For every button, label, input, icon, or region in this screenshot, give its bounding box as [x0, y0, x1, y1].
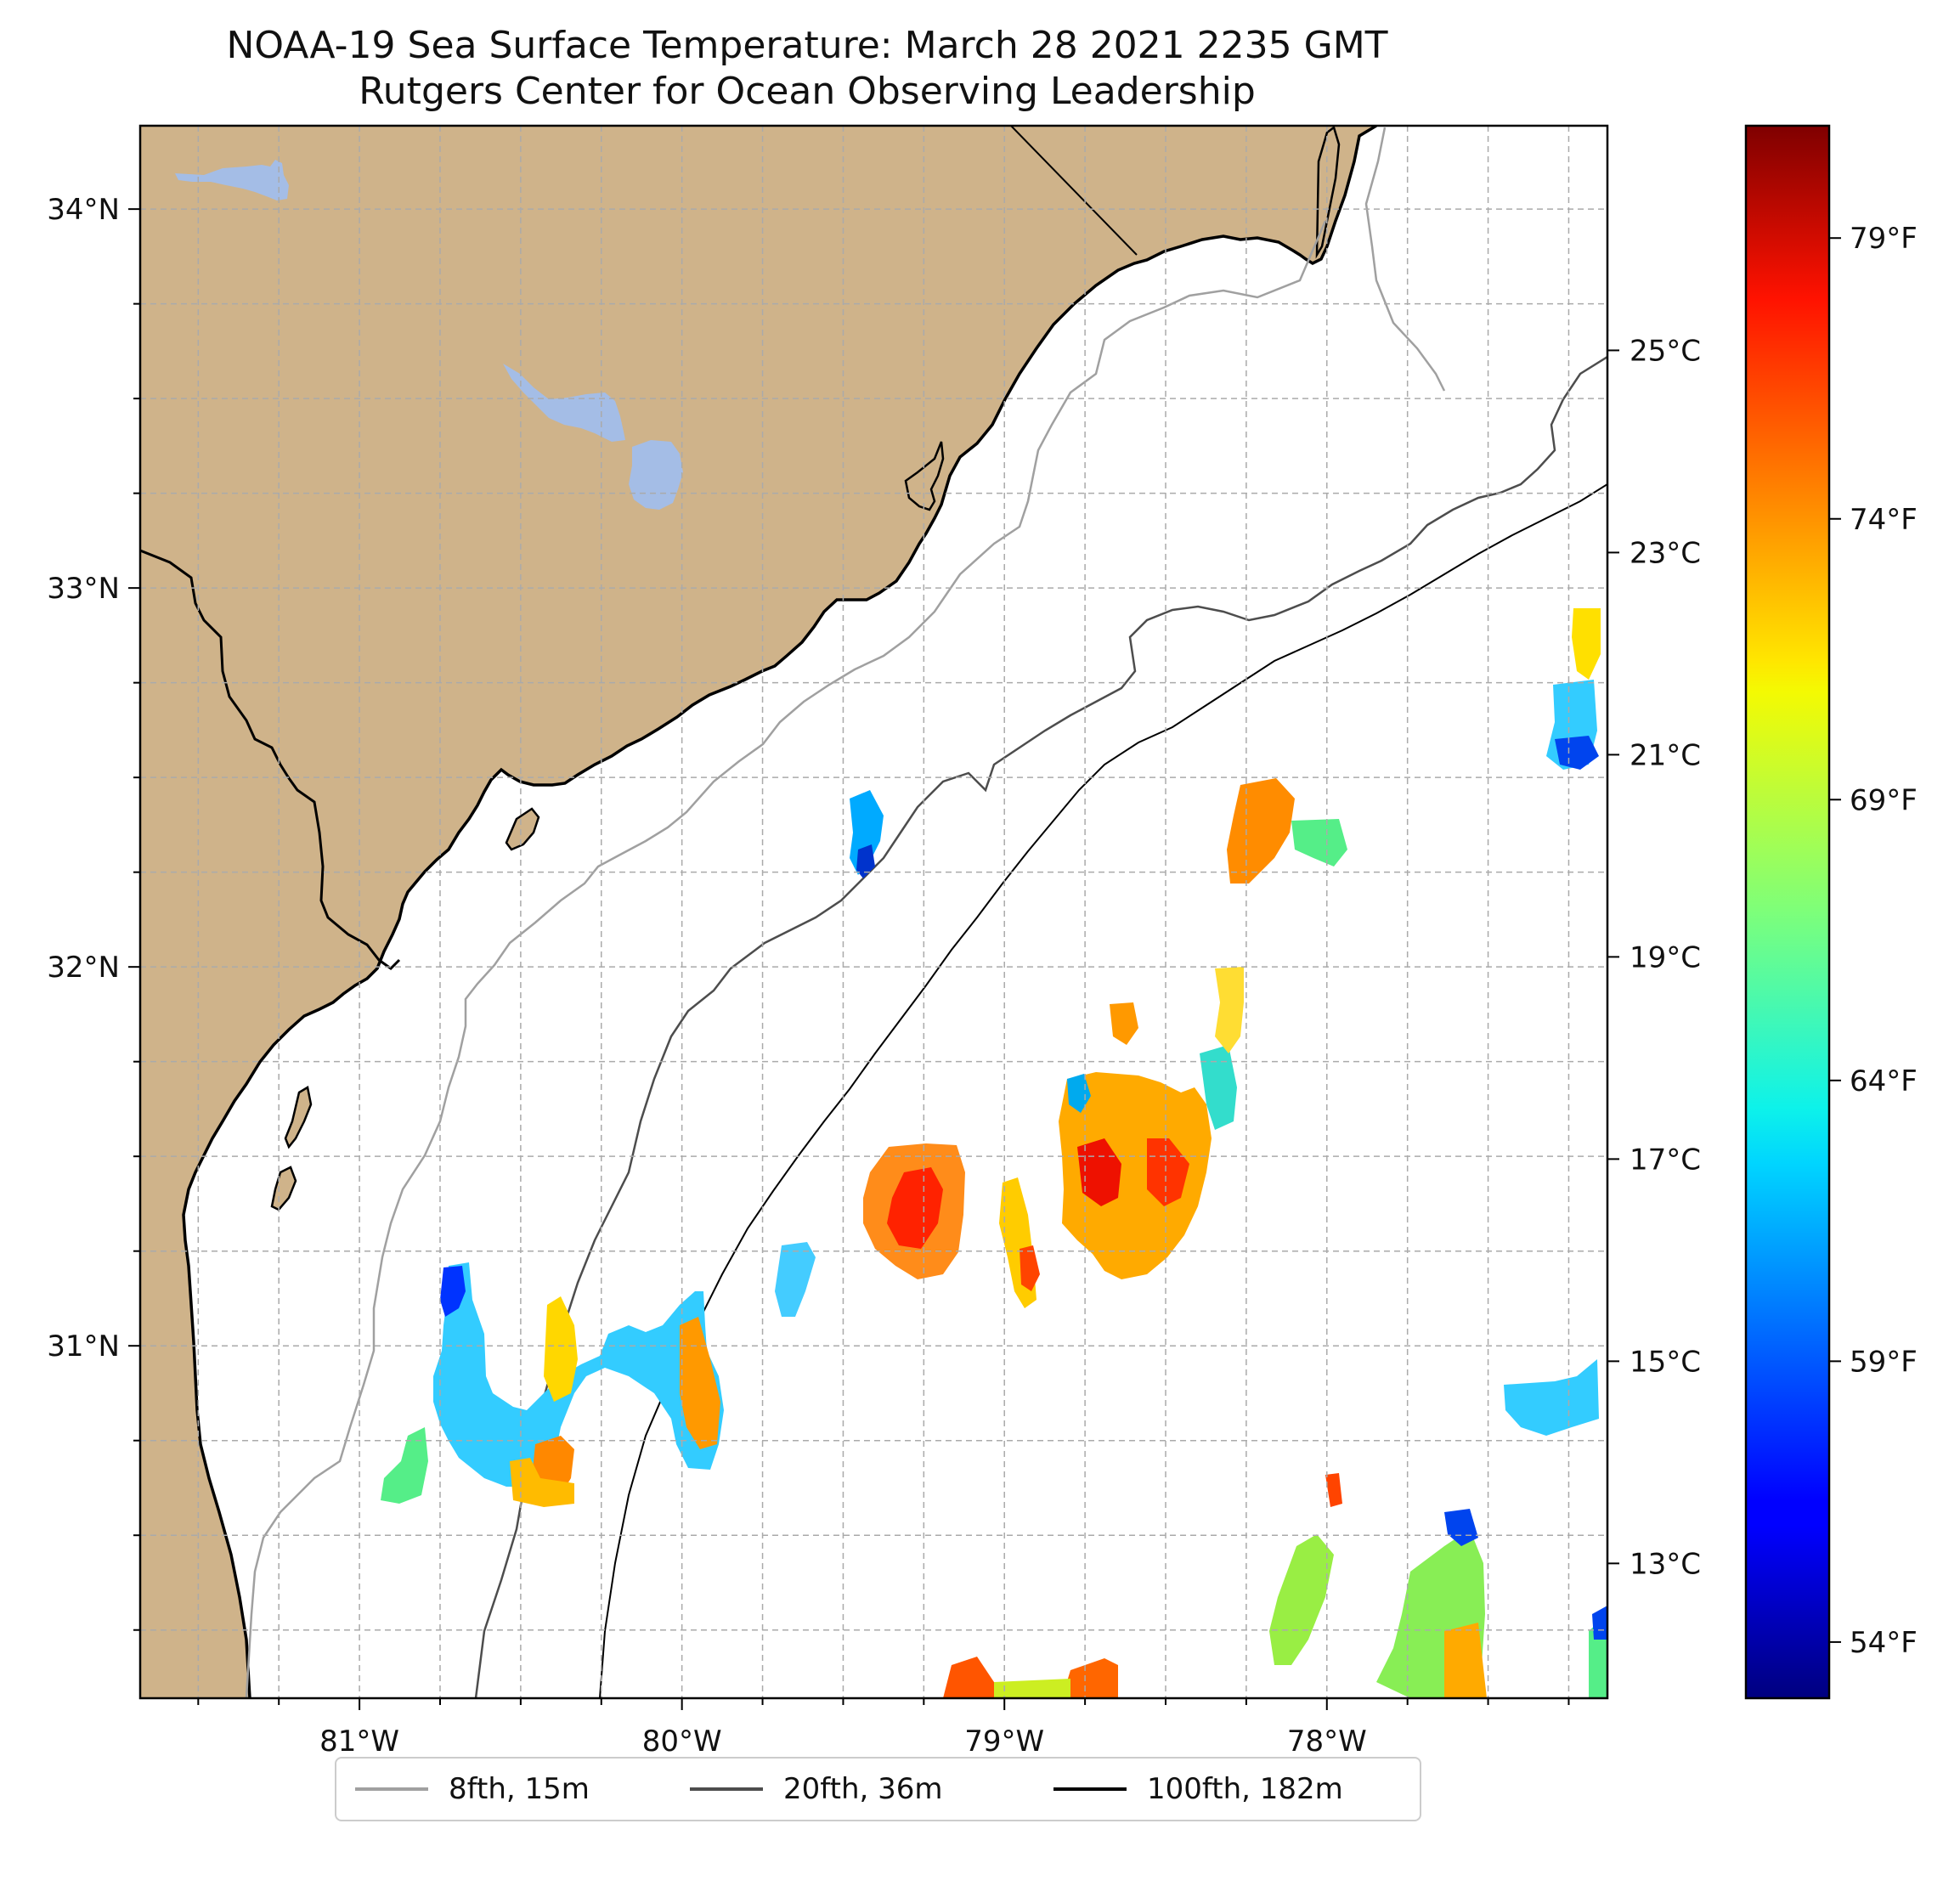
state-boundary — [1010, 126, 1138, 256]
latitude-tick-label: 31°N — [47, 1330, 120, 1363]
sst-patch — [1077, 1138, 1121, 1206]
sst-patch — [1592, 1606, 1607, 1640]
legend-label: 100fth, 182m — [1147, 1772, 1343, 1806]
sst-patch — [1059, 1072, 1212, 1279]
legend-swatch — [690, 1787, 763, 1791]
legend-swatch — [1053, 1787, 1127, 1791]
isobath-8fth — [245, 127, 1446, 1698]
sst-data-layer — [381, 608, 1607, 1698]
legend-label: 20fth, 36m — [783, 1772, 943, 1806]
island — [284, 1086, 313, 1149]
sst-patch — [943, 1657, 994, 1698]
small-lake — [175, 160, 289, 200]
legend-swatch — [355, 1787, 428, 1791]
sst-patch — [1227, 778, 1295, 884]
sst-patch — [994, 1679, 1070, 1698]
map-frame — [138, 124, 1609, 1700]
isobath-legend: 8fth, 15m 20fth, 36m 100fth, 182m — [335, 1757, 1421, 1821]
sst-patch — [1325, 1473, 1342, 1507]
land-area — [140, 126, 1376, 1698]
island — [1315, 126, 1341, 259]
latitude-tick-label: 32°N — [47, 951, 120, 985]
sst-patch — [381, 1427, 428, 1504]
sst-patch — [680, 1317, 720, 1449]
sst-patch — [1269, 1534, 1334, 1665]
island — [505, 807, 540, 851]
sst-patch — [1062, 1658, 1118, 1698]
legend-item-100fth: 100fth, 182m — [1053, 1759, 1343, 1820]
sst-patch — [433, 1262, 724, 1487]
sst-patch — [1147, 1138, 1189, 1206]
sst-patch — [1504, 1359, 1599, 1436]
sst-patch — [1200, 1045, 1237, 1130]
sst-patch — [440, 1266, 466, 1317]
sst-patch — [1110, 1002, 1138, 1045]
latitude-tick-label: 33°N — [47, 572, 120, 606]
sst-patch — [510, 1458, 574, 1507]
legend-label: 8fth, 15m — [449, 1772, 590, 1806]
sst-patch — [887, 1167, 943, 1249]
legend-item-8fth: 8fth, 15m — [355, 1759, 590, 1820]
coastline — [182, 126, 1377, 1698]
sst-patch — [1444, 1623, 1487, 1698]
sst-patch — [1555, 736, 1599, 770]
isobath-20fth — [474, 355, 1607, 1698]
sst-patch — [1067, 1074, 1091, 1113]
legend-item-20fth: 20fth, 36m — [690, 1759, 943, 1820]
sst-patch — [1020, 1245, 1040, 1291]
sst-patch — [1572, 608, 1601, 680]
map-subtitle: Rutgers Center for Ocean Observing Leade… — [359, 70, 1256, 113]
sst-patch — [544, 1296, 578, 1402]
island — [270, 1166, 297, 1211]
sst-patch — [1291, 819, 1347, 867]
axis-ticks: 81°W 80°W 79°W 78°W 34°N 33°N 32°N 31°N — [47, 193, 1570, 1759]
state-boundary-inland — [140, 549, 401, 970]
longitude-tick-label: 80°W — [642, 1725, 722, 1759]
sst-patch — [1215, 967, 1244, 1053]
map-title: NOAA-19 Sea Surface Temperature: March 2… — [226, 24, 1388, 67]
graticule — [140, 126, 1607, 1698]
longitude-tick-label: 78°W — [1287, 1725, 1367, 1759]
sst-patch — [775, 1242, 816, 1317]
sst-patch — [856, 844, 875, 878]
sst-patch — [1444, 1509, 1478, 1546]
lake-moultrie — [629, 440, 683, 510]
longitude-tick-label: 79°W — [964, 1725, 1044, 1759]
latitude-tick-label: 34°N — [47, 193, 120, 227]
longitude-tick-label: 81°W — [319, 1725, 399, 1759]
lake-marion — [503, 364, 625, 442]
